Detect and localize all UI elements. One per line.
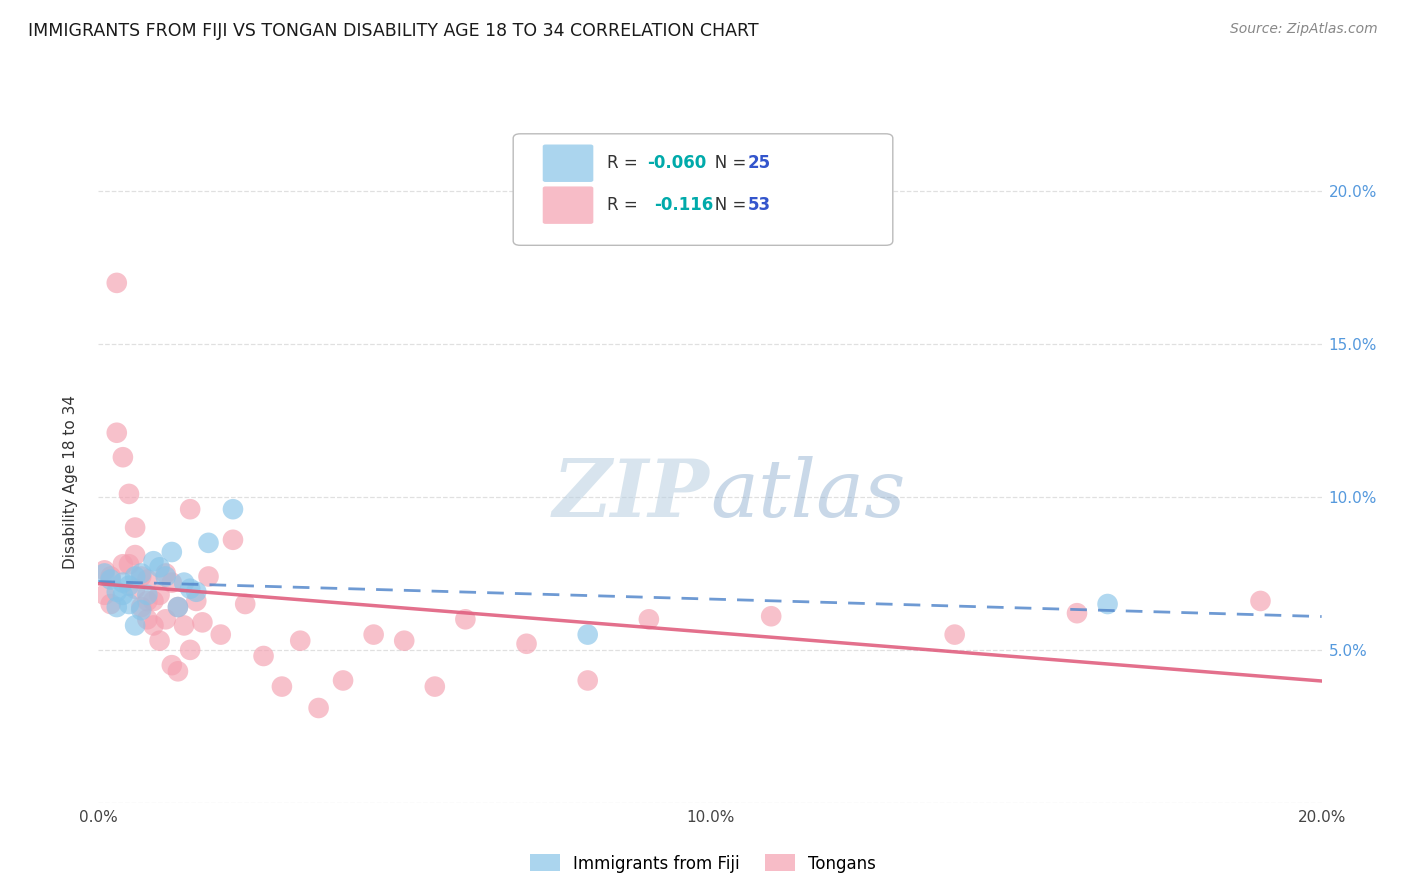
Text: N =: N = — [699, 154, 751, 172]
Point — [173, 575, 195, 590]
Point — [129, 569, 152, 583]
Text: -0.060: -0.060 — [647, 154, 706, 172]
Point — [209, 627, 232, 641]
Point — [290, 633, 312, 648]
Point — [100, 597, 122, 611]
Point — [111, 588, 134, 602]
Point — [105, 425, 128, 440]
Point — [160, 545, 183, 559]
Point — [179, 502, 201, 516]
Point — [149, 560, 172, 574]
Point — [105, 584, 128, 599]
Point — [308, 701, 330, 715]
Text: R =: R = — [607, 154, 644, 172]
Point — [129, 600, 152, 615]
Text: -0.116: -0.116 — [654, 196, 713, 214]
Text: 53: 53 — [748, 196, 770, 214]
Point — [197, 569, 219, 583]
Point — [136, 612, 159, 626]
Point — [111, 575, 134, 590]
Point — [142, 594, 165, 608]
Point — [129, 603, 152, 617]
Text: R =: R = — [607, 196, 648, 214]
Point — [252, 648, 274, 663]
Point — [637, 612, 661, 626]
Point — [124, 548, 146, 562]
Point — [142, 554, 165, 568]
Point — [222, 533, 245, 547]
Text: ZIP: ZIP — [553, 456, 710, 533]
Point — [363, 627, 385, 641]
Point — [167, 600, 190, 615]
Point — [124, 618, 146, 632]
Point — [173, 618, 195, 632]
Point — [186, 584, 208, 599]
Point — [142, 618, 165, 632]
Point — [160, 575, 183, 590]
Point — [167, 665, 190, 679]
Point — [179, 643, 201, 657]
Point — [759, 609, 782, 624]
Point — [155, 612, 177, 626]
Point — [118, 579, 141, 593]
Point — [516, 637, 538, 651]
Point — [124, 569, 146, 583]
Text: N =: N = — [699, 196, 751, 214]
Point — [576, 673, 599, 688]
Legend: Immigrants from Fiji, Tongans: Immigrants from Fiji, Tongans — [523, 847, 883, 880]
Point — [124, 582, 146, 596]
Point — [93, 563, 115, 577]
Point — [222, 502, 245, 516]
Point — [136, 588, 159, 602]
Point — [392, 633, 416, 648]
Point — [423, 680, 446, 694]
Point — [136, 573, 159, 587]
Point — [118, 558, 141, 572]
Point — [118, 597, 141, 611]
Point — [233, 597, 256, 611]
Text: atlas: atlas — [710, 456, 905, 533]
Point — [943, 627, 966, 641]
Point — [155, 566, 177, 581]
Point — [454, 612, 477, 626]
Point — [93, 588, 115, 602]
Point — [111, 558, 134, 572]
Text: Source: ZipAtlas.com: Source: ZipAtlas.com — [1230, 22, 1378, 37]
Point — [129, 566, 152, 581]
Point — [124, 520, 146, 534]
Point — [160, 658, 183, 673]
Point — [270, 680, 292, 694]
Point — [1097, 597, 1119, 611]
Point — [191, 615, 214, 630]
Y-axis label: Disability Age 18 to 34: Disability Age 18 to 34 — [63, 394, 77, 569]
Point — [118, 487, 141, 501]
Point — [149, 588, 172, 602]
Point — [576, 627, 599, 641]
Point — [100, 573, 122, 587]
Point — [105, 600, 128, 615]
Point — [1066, 606, 1088, 620]
Point — [167, 600, 190, 615]
Point — [100, 569, 122, 583]
Point — [155, 569, 177, 583]
Point — [1249, 594, 1271, 608]
Point — [149, 633, 172, 648]
Point — [93, 566, 115, 581]
Point — [105, 276, 128, 290]
Text: IMMIGRANTS FROM FIJI VS TONGAN DISABILITY AGE 18 TO 34 CORRELATION CHART: IMMIGRANTS FROM FIJI VS TONGAN DISABILIT… — [28, 22, 759, 40]
Text: 25: 25 — [748, 154, 770, 172]
Point — [197, 536, 219, 550]
Point — [136, 594, 159, 608]
Point — [111, 450, 134, 465]
Point — [179, 582, 201, 596]
Point — [186, 594, 208, 608]
Point — [332, 673, 354, 688]
